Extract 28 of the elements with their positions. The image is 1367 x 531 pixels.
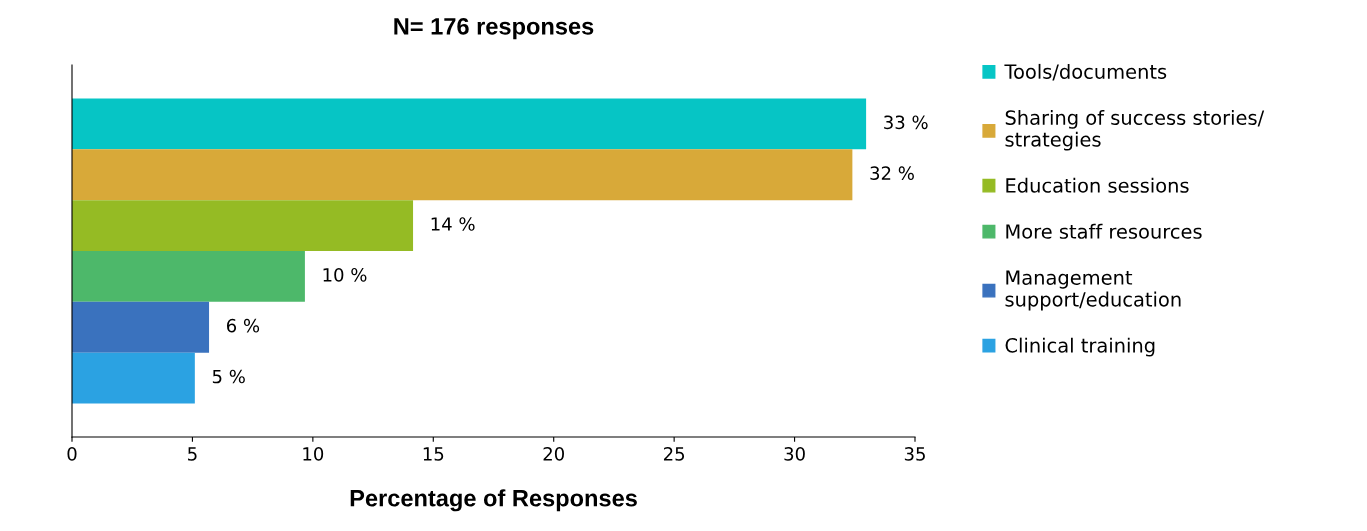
legend-label: More staff resources xyxy=(1006,223,1202,239)
data-label: 32 % xyxy=(870,166,914,180)
x-tick-label: 5 xyxy=(188,447,197,461)
data-label: 6 % xyxy=(226,318,260,333)
bar xyxy=(72,352,195,404)
x-axis-title: Percentage of Responses xyxy=(350,489,637,512)
data-label: 33 % xyxy=(884,115,928,130)
x-tick-label: 35 xyxy=(904,447,925,461)
data-label: 14 % xyxy=(431,217,475,231)
legend-label: Clinical training xyxy=(1005,337,1155,357)
x-tick-label: 15 xyxy=(423,447,444,461)
chart-title: N= 176 responses xyxy=(394,17,594,40)
bar xyxy=(72,98,867,150)
bar xyxy=(72,200,414,251)
x-tick-label: 20 xyxy=(543,447,564,461)
legend-label: Management support/education xyxy=(1005,270,1181,311)
x-tick-label: 0 xyxy=(67,447,77,461)
legend-label: Tools/documents xyxy=(1004,63,1167,81)
data-label: 10 % xyxy=(323,268,367,282)
bar xyxy=(72,251,305,302)
data-label: 5 % xyxy=(212,369,245,384)
bar xyxy=(72,149,853,201)
x-tick-label: 10 xyxy=(303,447,324,461)
legend-label: Education sessions xyxy=(1006,177,1189,193)
bar xyxy=(72,301,210,353)
x-tick-label: 25 xyxy=(663,447,685,461)
legend-label: Sharing of success stories/ strategies xyxy=(1005,109,1265,151)
x-tick-label: 30 xyxy=(784,447,805,461)
